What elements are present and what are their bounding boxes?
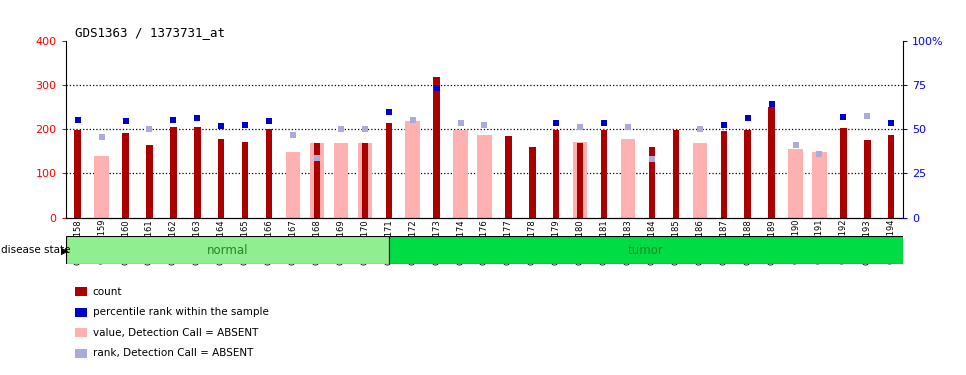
Bar xyxy=(310,144,325,218)
Bar xyxy=(314,142,320,218)
Bar xyxy=(361,142,368,218)
Bar xyxy=(693,144,707,218)
Text: count: count xyxy=(93,286,123,297)
Text: ▶: ▶ xyxy=(61,245,69,255)
Bar xyxy=(745,130,751,218)
Bar xyxy=(218,139,224,218)
Bar xyxy=(357,142,372,218)
Text: percentile rank within the sample: percentile rank within the sample xyxy=(93,307,269,317)
Bar xyxy=(573,142,587,218)
Bar xyxy=(788,149,803,217)
Bar xyxy=(388,236,903,264)
Bar xyxy=(146,145,153,218)
Bar xyxy=(505,136,512,218)
Text: disease state: disease state xyxy=(1,245,71,255)
Bar xyxy=(840,129,846,217)
Bar xyxy=(333,142,348,218)
Bar xyxy=(768,107,775,218)
Bar xyxy=(888,135,895,218)
Bar xyxy=(434,76,440,218)
Bar xyxy=(577,142,583,218)
Bar xyxy=(194,127,201,218)
Bar xyxy=(242,142,248,218)
Text: rank, Detection Call = ABSENT: rank, Detection Call = ABSENT xyxy=(93,348,253,358)
Bar xyxy=(477,135,492,218)
Bar xyxy=(453,130,468,218)
Bar xyxy=(649,147,655,218)
Bar xyxy=(95,156,109,218)
Bar xyxy=(123,133,128,218)
Bar xyxy=(170,127,177,218)
Text: GDS1363 / 1373731_at: GDS1363 / 1373731_at xyxy=(75,26,225,39)
Bar xyxy=(74,130,81,218)
Bar xyxy=(406,121,420,218)
Bar xyxy=(553,130,559,218)
Bar xyxy=(621,139,636,218)
Bar xyxy=(672,130,679,218)
Bar xyxy=(721,131,727,218)
Bar xyxy=(385,123,392,218)
Text: tumor: tumor xyxy=(628,244,664,257)
Bar xyxy=(864,140,870,218)
Bar xyxy=(812,152,827,217)
Text: normal: normal xyxy=(207,244,248,257)
Bar xyxy=(66,236,388,264)
Bar xyxy=(601,130,608,218)
Text: value, Detection Call = ABSENT: value, Detection Call = ABSENT xyxy=(93,328,258,338)
Bar xyxy=(529,147,535,218)
Bar xyxy=(286,152,300,217)
Bar xyxy=(266,129,272,218)
